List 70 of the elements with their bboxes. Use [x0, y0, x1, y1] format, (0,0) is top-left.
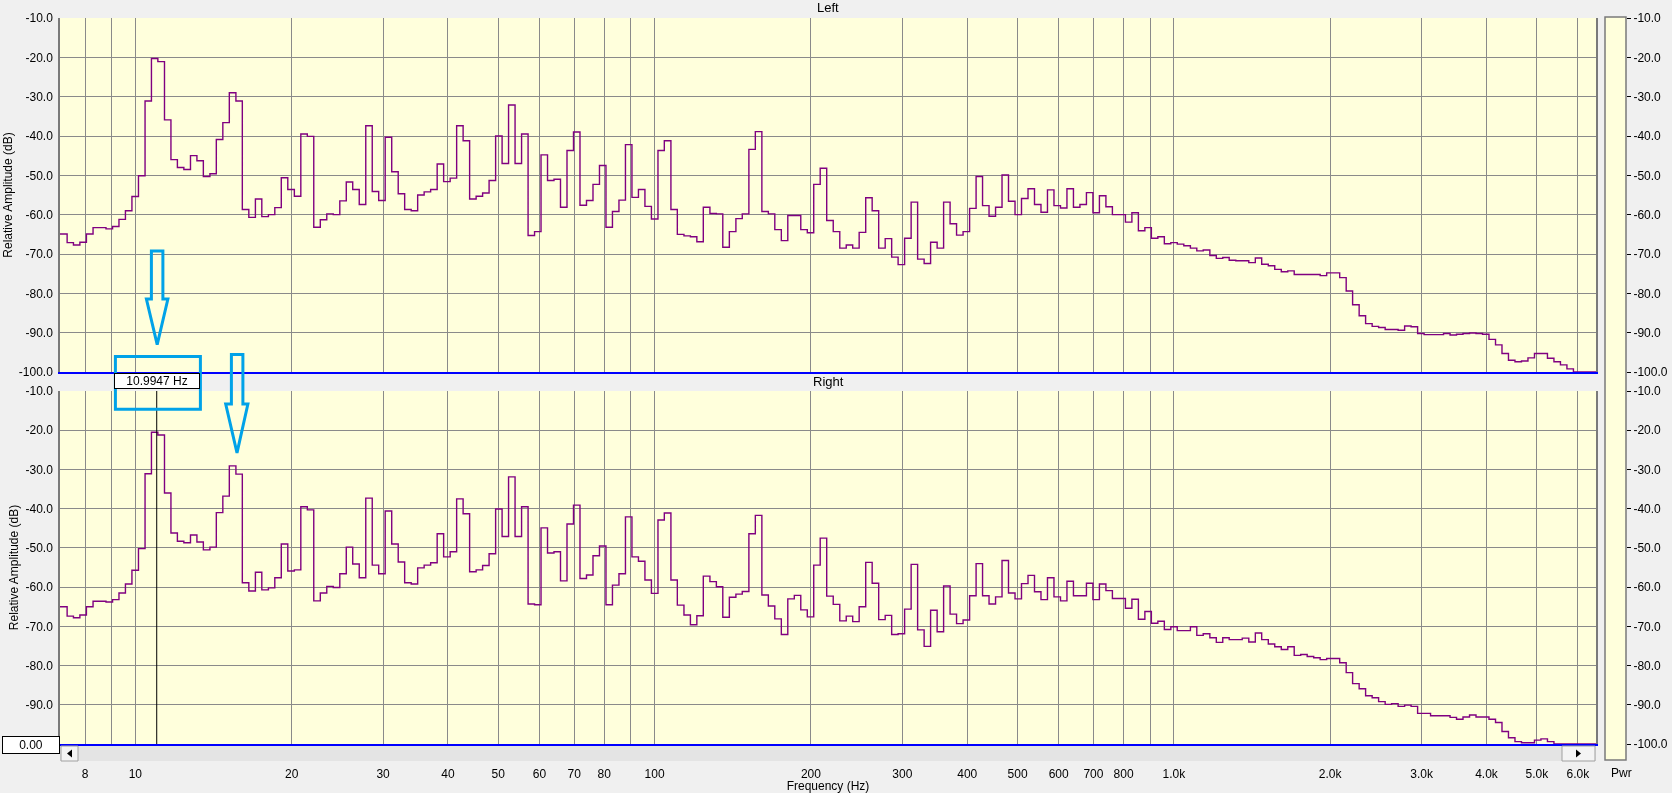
- x-tick-label: 300: [892, 767, 913, 782]
- y2-tick-label: -20.0: [1633, 50, 1662, 65]
- y-tick-label: -90.0: [25, 697, 54, 712]
- y2-tick-label: -100.0: [1633, 365, 1668, 380]
- y-axis-title: Relative Amplitude (dB): [0, 132, 15, 258]
- chart-title: Right: [813, 374, 844, 389]
- x-tick-label: 3.0k: [1410, 767, 1434, 782]
- y2-tick-label: -40.0: [1633, 129, 1662, 144]
- x-tick-label: 200: [800, 767, 822, 782]
- y-tick-label: -70.0: [25, 247, 54, 262]
- x-tick-label: 100: [644, 767, 665, 782]
- y2-tick-label: -50.0: [1633, 168, 1662, 183]
- y-axis-title: Relative Amplitude (dB): [7, 504, 22, 631]
- x-tick-label: 30: [376, 767, 391, 782]
- y-tick-label: -70.0: [25, 619, 54, 634]
- y-tick-label: -60.0: [25, 207, 54, 222]
- x-tick-label: 10: [128, 767, 143, 782]
- text: Pwr: [1611, 766, 1632, 780]
- y-tick-label: -40.0: [25, 501, 54, 516]
- y2-tick-label: -80.0: [1633, 286, 1662, 301]
- x-tick-label: 400: [957, 767, 978, 782]
- x-tick-label: 1.0k: [1162, 767, 1187, 782]
- y2-tick-label: -70.0: [1633, 247, 1662, 262]
- x-tick-label: 600: [1048, 767, 1070, 782]
- y-tick-label: -100.0: [18, 365, 54, 380]
- x-tick-label: 60: [532, 767, 547, 782]
- y2-tick-label: -90.0: [1633, 697, 1662, 712]
- y2-tick-label: -90.0: [1633, 325, 1662, 340]
- x-tick-label: 20: [284, 767, 299, 782]
- y2-tick-label: -20.0: [1633, 423, 1662, 438]
- y2-tick-label: -30.0: [1633, 462, 1662, 477]
- y2-tick-label: -30.0: [1633, 89, 1662, 104]
- x-tick-label: 6.0k: [1566, 767, 1591, 782]
- chart-title: Left: [817, 0, 840, 15]
- y-tick-label: -30.0: [25, 89, 54, 104]
- x-tick-label: 800: [1113, 767, 1134, 782]
- y2-tick-label: -50.0: [1633, 541, 1662, 556]
- y2-tick-label: -10.0: [1633, 384, 1662, 399]
- x-tick-label: 4.0k: [1475, 767, 1499, 782]
- y-tick-label: -10.0: [25, 11, 54, 26]
- x-tick-label: 2.0k: [1318, 767, 1343, 782]
- y2-tick-label: -80.0: [1633, 658, 1662, 673]
- x-tick-label: 500: [1007, 767, 1028, 782]
- y2-tick-label: -60.0: [1633, 207, 1662, 222]
- y2-tick-label: -60.0: [1633, 580, 1662, 595]
- y2-tick-label: -10.0: [1633, 11, 1662, 26]
- y2-tick-label: -40.0: [1633, 501, 1662, 516]
- x-tick-label: 40: [441, 767, 455, 782]
- y-tick-label: -20.0: [25, 50, 54, 65]
- x-tick-label: 70: [567, 767, 582, 782]
- y2-tick-label: -100.0: [1633, 737, 1668, 752]
- y-tick-label: -50.0: [25, 541, 54, 556]
- y-tick-label: -40.0: [25, 129, 54, 144]
- y-tick-label: -20.0: [25, 423, 54, 438]
- x-tick-label: 50: [491, 767, 506, 782]
- x-tick-label: 8: [81, 767, 89, 782]
- y-tick-label: -60.0: [25, 580, 54, 595]
- y2-tick-label: -70.0: [1633, 619, 1662, 634]
- x-axis-title: Frequency (Hz): [786, 779, 870, 793]
- x-tick-label: 5.0k: [1525, 767, 1550, 782]
- x-tick-label: 80: [597, 767, 612, 782]
- y-tick-label: -10.0: [25, 384, 54, 399]
- ref-line-label: 10.9947 Hz: [126, 374, 188, 388]
- text: 0.00: [19, 738, 43, 752]
- y-tick-label: -50.0: [25, 168, 54, 183]
- y-tick-label: -90.0: [25, 325, 54, 340]
- y-tick-label: -80.0: [25, 658, 54, 673]
- y-tick-label: -80.0: [25, 286, 54, 301]
- x-tick-label: 700: [1083, 767, 1104, 782]
- y-tick-label: -30.0: [25, 462, 54, 477]
